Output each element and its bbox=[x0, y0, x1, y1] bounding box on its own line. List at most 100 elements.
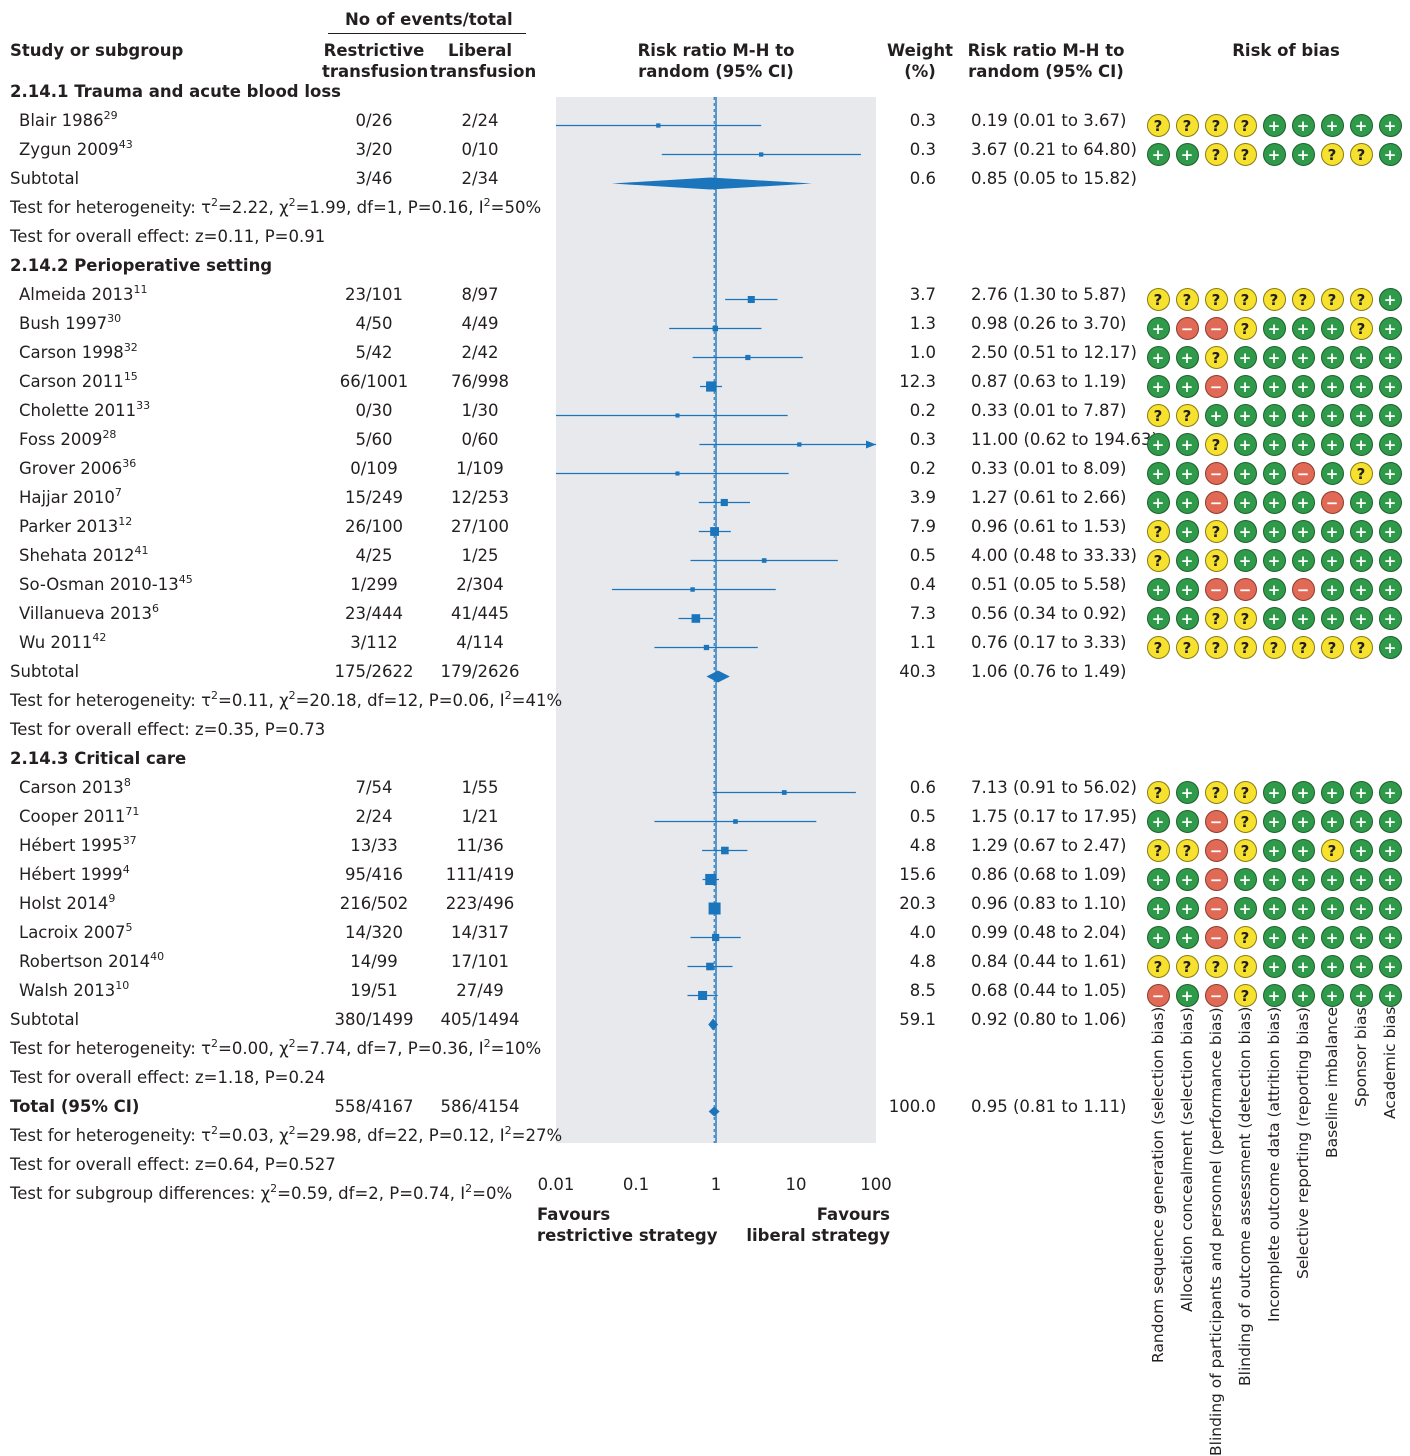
rob-low-icon: + bbox=[1175, 520, 1199, 543]
rob-low-icon: + bbox=[1349, 520, 1373, 543]
rob-low-icon: + bbox=[1320, 955, 1344, 978]
rob-low-icon: + bbox=[1378, 839, 1402, 862]
rob-low-icon: + bbox=[1262, 404, 1286, 427]
rob-low-icon: + bbox=[1320, 984, 1344, 1007]
study-name: Carson 20138 bbox=[19, 775, 131, 798]
rob-low-icon: + bbox=[1175, 781, 1199, 804]
point-estimate bbox=[720, 498, 728, 507]
rob-low-icon: + bbox=[1291, 897, 1315, 920]
risk-ratio-ci: 1.06 (0.76 to 1.49) bbox=[971, 662, 1127, 681]
weight-value: 4.8 bbox=[909, 952, 936, 971]
liberal-header-2: transfusion bbox=[430, 62, 537, 81]
favours-right-2: liberal strategy bbox=[746, 1226, 890, 1245]
risk-ratio-ci: 1.29 (0.67 to 2.47) bbox=[971, 836, 1127, 855]
risk-ratio-ci: 0.33 (0.01 to 7.87) bbox=[971, 401, 1127, 420]
rob-domain-label: Allocation concealment (selection bias) bbox=[1178, 1007, 1196, 1312]
rob-low-icon: + bbox=[1262, 839, 1286, 862]
rob-low-icon: + bbox=[1349, 114, 1373, 137]
study-name: Carson 201115 bbox=[19, 369, 138, 392]
rob-low-icon: + bbox=[1291, 868, 1315, 891]
restrictive-events: 26/100 bbox=[344, 517, 404, 536]
rob-domain-label: Academic bias bbox=[1381, 1006, 1399, 1119]
rob-unclear-icon: ? bbox=[1262, 636, 1286, 659]
rob-high-icon: − bbox=[1204, 984, 1228, 1007]
liberal-events: 2/34 bbox=[461, 169, 499, 188]
rob-low-icon: + bbox=[1146, 491, 1170, 514]
rob-low-icon: + bbox=[1291, 317, 1315, 340]
weight-value: 4.8 bbox=[909, 836, 936, 855]
rob-unclear-icon: ? bbox=[1204, 114, 1228, 137]
rob-low-icon: + bbox=[1175, 346, 1199, 369]
rob-low-icon: + bbox=[1349, 868, 1373, 891]
study-name: Cooper 201171 bbox=[19, 804, 140, 827]
rob-low-icon: + bbox=[1262, 375, 1286, 398]
rob-unclear-icon: ? bbox=[1233, 926, 1257, 949]
restrictive-events: 4/25 bbox=[355, 546, 393, 565]
test-statistic: Test for heterogeneity: τ2=2.22, χ2=1.99… bbox=[10, 195, 542, 218]
rob-low-icon: + bbox=[1378, 868, 1402, 891]
rob-low-icon: + bbox=[1320, 810, 1344, 833]
rob-low-icon: + bbox=[1146, 897, 1170, 920]
x-tick-label: 0.01 bbox=[537, 1175, 575, 1194]
rob-unclear-icon: ? bbox=[1146, 636, 1170, 659]
restrictive-events: 0/30 bbox=[355, 401, 393, 420]
point-estimate bbox=[705, 873, 717, 886]
liberal-events: 4/114 bbox=[456, 633, 504, 652]
rob-high-icon: − bbox=[1204, 462, 1228, 485]
rob-low-icon: + bbox=[1349, 839, 1373, 862]
weight-value: 40.3 bbox=[899, 662, 936, 681]
rob-low-icon: + bbox=[1175, 462, 1199, 485]
risk-ratio-ci: 0.98 (0.26 to 3.70) bbox=[971, 314, 1127, 333]
rob-low-icon: + bbox=[1320, 549, 1344, 572]
rob-low-icon: + bbox=[1320, 926, 1344, 949]
rob-high-icon: − bbox=[1204, 317, 1228, 340]
liberal-events: 1/21 bbox=[461, 807, 499, 826]
liberal-events: 0/10 bbox=[461, 140, 499, 159]
risk-ratio-ci: 3.67 (0.21 to 64.80) bbox=[971, 140, 1137, 159]
rob-low-icon: + bbox=[1378, 404, 1402, 427]
weight-value: 0.6 bbox=[909, 778, 936, 797]
rr-plot-header-1: Risk ratio M-H to bbox=[637, 41, 795, 60]
risk-ratio-ci: 11.00 (0.62 to 194.63) bbox=[971, 430, 1158, 449]
rob-low-icon: + bbox=[1378, 926, 1402, 949]
rob-low-icon: + bbox=[1349, 549, 1373, 572]
weight-value: 1.0 bbox=[909, 343, 936, 362]
rob-low-icon: + bbox=[1291, 143, 1315, 166]
restrictive-events: 5/60 bbox=[355, 430, 393, 449]
rob-low-icon: + bbox=[1175, 375, 1199, 398]
rob-low-icon: + bbox=[1262, 810, 1286, 833]
restrictive-events: 3/112 bbox=[350, 633, 398, 652]
restrictive-header-2: transfusion bbox=[322, 62, 429, 81]
rob-unclear-icon: ? bbox=[1204, 433, 1228, 456]
test-statistic: Test for heterogeneity: τ2=0.11, χ2=20.1… bbox=[10, 688, 563, 711]
rob-low-icon: + bbox=[1349, 404, 1373, 427]
rob-low-icon: + bbox=[1175, 578, 1199, 601]
rob-unclear-icon: ? bbox=[1320, 143, 1344, 166]
risk-ratio-ci: 0.84 (0.44 to 1.61) bbox=[971, 952, 1127, 971]
rob-unclear-icon: ? bbox=[1349, 636, 1373, 659]
rob-low-icon: + bbox=[1233, 868, 1257, 891]
risk-ratio-ci: 0.96 (0.61 to 1.53) bbox=[971, 517, 1127, 536]
study-name: Hébert 19994 bbox=[19, 862, 130, 885]
rob-low-icon: + bbox=[1378, 549, 1402, 572]
point-estimate bbox=[698, 990, 708, 1001]
point-estimate bbox=[706, 962, 714, 971]
study-name: Foss 200928 bbox=[19, 427, 117, 450]
rob-unclear-icon: ? bbox=[1175, 288, 1199, 311]
rob-low-icon: + bbox=[1175, 491, 1199, 514]
restrictive-events: 175/2622 bbox=[334, 662, 414, 681]
rob-unclear-icon: ? bbox=[1233, 984, 1257, 1007]
rob-low-icon: + bbox=[1378, 375, 1402, 398]
rob-low-icon: + bbox=[1378, 984, 1402, 1007]
study-name: Almeida 201311 bbox=[19, 282, 148, 305]
rob-high-icon: − bbox=[1146, 984, 1170, 1007]
liberal-events: 27/100 bbox=[450, 517, 510, 536]
restrictive-events: 4/50 bbox=[355, 314, 393, 333]
rob-unclear-icon: ? bbox=[1262, 288, 1286, 311]
x-tick-label: 100 bbox=[860, 1175, 892, 1194]
rob-low-icon: + bbox=[1320, 375, 1344, 398]
rob-low-icon: + bbox=[1378, 578, 1402, 601]
study-name: Walsh 201310 bbox=[19, 978, 130, 1001]
rob-low-icon: + bbox=[1349, 578, 1373, 601]
weight-value: 0.2 bbox=[909, 401, 936, 420]
